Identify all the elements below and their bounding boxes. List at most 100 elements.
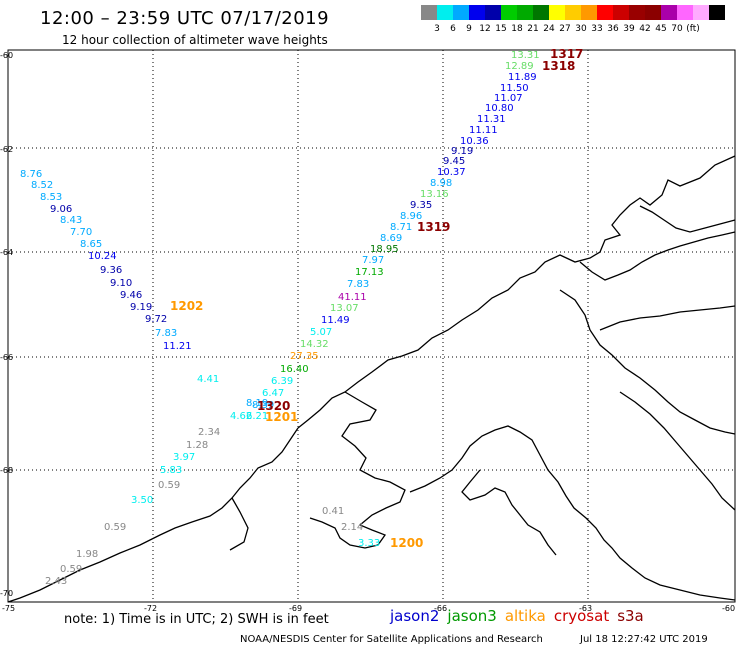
track-a-value: 9.45 bbox=[443, 156, 465, 167]
track-a-value: 13.16 bbox=[420, 189, 449, 200]
track-a-value: 6.21 bbox=[246, 411, 268, 422]
pass-label: 1202 bbox=[170, 299, 203, 313]
scale-label: 21 bbox=[527, 24, 539, 34]
track-b-value: 9.36 bbox=[100, 265, 122, 276]
track-c-value: 0.59 bbox=[104, 522, 126, 533]
map-frame bbox=[7, 49, 736, 603]
track-b-value: 9.06 bbox=[50, 204, 72, 215]
track-a-value: 8.71 bbox=[390, 222, 412, 233]
track-a-value: 6.47 bbox=[262, 388, 284, 399]
track-b-value: 8.53 bbox=[40, 192, 62, 203]
graticule bbox=[8, 50, 735, 602]
scale-swatch bbox=[709, 5, 726, 20]
track-c-value: 0.59 bbox=[60, 564, 82, 575]
track-a-value: 10.80 bbox=[485, 103, 514, 114]
track-d-value: 2.14 bbox=[341, 522, 363, 533]
legend-item-jason2: jason2 bbox=[390, 607, 440, 625]
scale-label: 3 bbox=[434, 24, 440, 34]
legend-item-s3a: s3a bbox=[617, 607, 644, 625]
chart-title: 12:00 – 23:59 UTC 07/17/2019 bbox=[40, 8, 330, 29]
pass-label: 1200 bbox=[390, 536, 423, 550]
track-b-value: 9.46 bbox=[120, 290, 142, 301]
track-a-value: 8.98 bbox=[430, 178, 452, 189]
track-c-value: 5.83 bbox=[160, 465, 182, 476]
track-a-value: 7.97 bbox=[362, 255, 384, 266]
track-a-value: 14.32 bbox=[300, 339, 329, 350]
track-a-value: 4.62 bbox=[230, 411, 252, 422]
scale-unit: (ft) bbox=[686, 24, 700, 34]
track-c-value: 1.98 bbox=[76, 549, 98, 560]
track-a-value: 27.35 bbox=[290, 351, 319, 362]
track-c-value: 2.34 bbox=[198, 427, 220, 438]
track-a-value: 13.07 bbox=[330, 303, 359, 314]
track-a-value: 7.83 bbox=[347, 279, 369, 290]
scale-label: 6 bbox=[450, 24, 456, 34]
pass-label: 1201 bbox=[265, 410, 298, 424]
lon-label: -63 bbox=[579, 604, 593, 613]
track-a-value: 5.07 bbox=[310, 327, 332, 338]
track-c-value: 4.41 bbox=[197, 374, 219, 385]
pass-label: 1317 bbox=[550, 47, 583, 61]
lat-label: -68 bbox=[0, 466, 14, 475]
scale-label: 70 bbox=[671, 24, 683, 34]
lat-label: -62 bbox=[0, 145, 14, 154]
track-a-value: 16.40 bbox=[280, 364, 309, 375]
track-a-value: 11.11 bbox=[469, 125, 498, 136]
track-a-value: 17.13 bbox=[355, 267, 384, 278]
scale-label: 9 bbox=[466, 24, 472, 34]
track-a-value: 12.89 bbox=[505, 61, 534, 72]
lon-label: -66 bbox=[434, 604, 448, 613]
track-d-value: 3.33 bbox=[358, 538, 380, 549]
track-c-value: 2.43 bbox=[45, 576, 67, 587]
scale-label: 12 bbox=[479, 24, 491, 34]
lon-label: -72 bbox=[144, 604, 158, 613]
lat-label: -64 bbox=[0, 248, 14, 257]
pass-label: 1320 bbox=[257, 399, 290, 413]
lat-label: -70 bbox=[0, 589, 14, 598]
track-b-value: 10.24 bbox=[88, 251, 117, 262]
scale-label: 42 bbox=[639, 24, 651, 34]
track-a-value: 8.19 bbox=[246, 398, 268, 409]
satellite-legend: jason2 jason3 altika cryosat s3a bbox=[390, 607, 652, 625]
scale-label: 33 bbox=[591, 24, 603, 34]
footer-note: note: 1) Time is in UTC; 2) SWH is in fe… bbox=[64, 612, 329, 627]
track-a-value: 11.49 bbox=[321, 315, 350, 326]
track-a-value: 8.39 bbox=[252, 400, 274, 411]
track-a-value: 11.89 bbox=[508, 72, 537, 83]
track-b-value: 7.83 bbox=[155, 328, 177, 339]
track-c-value: 1.28 bbox=[186, 440, 208, 451]
track-d-value: 0.41 bbox=[322, 506, 344, 517]
track-a-value: 13.31 bbox=[511, 50, 540, 61]
timestamp: Jul 18 12:27:42 UTC 2019 bbox=[580, 634, 708, 645]
track-a-value: 11.07 bbox=[494, 93, 523, 104]
track-c-value: 0.59 bbox=[158, 480, 180, 491]
track-c-value: 3.50 bbox=[131, 495, 153, 506]
track-b-value: 8.43 bbox=[60, 215, 82, 226]
legend-item-jason3: jason3 bbox=[447, 607, 497, 625]
legend-item-cryosat: cryosat bbox=[553, 607, 610, 625]
track-b-value: 8.65 bbox=[80, 239, 102, 250]
track-a-value: 8.96 bbox=[400, 211, 422, 222]
lat-label: -66 bbox=[0, 353, 14, 362]
credit-line: NOAA/NESDIS Center for Satellite Applica… bbox=[240, 634, 543, 645]
track-a-value: 8.69 bbox=[380, 233, 402, 244]
scale-label: 30 bbox=[575, 24, 587, 34]
scale-label: 24 bbox=[543, 24, 555, 34]
track-a-value: 9.35 bbox=[410, 200, 432, 211]
track-b-value: 8.52 bbox=[31, 180, 53, 191]
track-b-value: 9.19 bbox=[130, 302, 152, 313]
track-a-value: 10.37 bbox=[437, 167, 466, 178]
track-a-value: 11.50 bbox=[500, 83, 529, 94]
track-b-value: 9.72 bbox=[145, 314, 167, 325]
track-a-value: 18.95 bbox=[370, 244, 399, 255]
legend-item-altika: altika bbox=[504, 607, 546, 625]
track-a-value: 41.11 bbox=[338, 292, 367, 303]
scale-label: 36 bbox=[607, 24, 619, 34]
track-c-value: 3.97 bbox=[173, 452, 195, 463]
scale-label: 39 bbox=[623, 24, 635, 34]
lon-label: -69 bbox=[289, 604, 303, 613]
track-b-value: 8.76 bbox=[20, 169, 42, 180]
coastline bbox=[7, 155, 736, 603]
scale-label: 15 bbox=[495, 24, 507, 34]
